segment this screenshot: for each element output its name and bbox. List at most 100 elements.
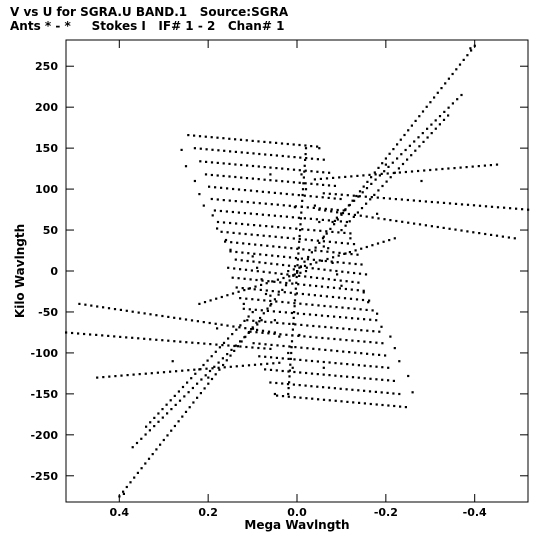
data-point xyxy=(334,362,337,365)
data-point xyxy=(434,119,437,122)
data-point xyxy=(351,388,354,391)
data-point xyxy=(293,358,296,361)
data-point xyxy=(252,152,255,155)
data-point xyxy=(356,253,359,256)
data-point xyxy=(378,353,381,356)
data-point xyxy=(185,341,188,344)
y-tick-label: -50 xyxy=(38,306,58,319)
data-point xyxy=(297,283,300,286)
data-point xyxy=(234,344,237,347)
data-point xyxy=(216,136,219,139)
data-point xyxy=(293,299,297,302)
data-point xyxy=(122,492,125,495)
y-tick-label: -150 xyxy=(30,388,58,401)
data-point xyxy=(354,351,357,354)
data-point xyxy=(181,369,184,372)
data-point xyxy=(360,329,363,332)
data-point xyxy=(343,252,346,255)
data-point xyxy=(204,374,207,377)
data-point xyxy=(251,326,254,329)
data-point xyxy=(238,326,241,329)
data-point xyxy=(229,221,232,225)
data-point xyxy=(293,273,296,276)
data-point xyxy=(273,392,276,396)
data-point xyxy=(376,196,379,199)
data-point xyxy=(277,226,280,229)
data-point xyxy=(138,373,141,376)
data-point xyxy=(466,54,469,57)
data-point xyxy=(269,381,272,384)
data-point xyxy=(222,162,225,165)
data-point xyxy=(347,271,350,274)
data-point xyxy=(460,229,463,232)
data-point xyxy=(143,312,146,315)
data-point xyxy=(389,335,392,338)
data-point xyxy=(227,266,230,269)
data-point xyxy=(202,204,205,207)
data-point xyxy=(221,357,224,360)
data-point xyxy=(361,191,364,194)
data-point xyxy=(308,313,312,316)
data-point xyxy=(294,205,297,208)
data-point xyxy=(226,231,229,234)
data-point xyxy=(270,356,273,359)
data-point xyxy=(266,244,269,247)
data-point xyxy=(376,312,379,315)
data-point xyxy=(322,192,325,195)
data-point xyxy=(197,342,200,345)
data-point xyxy=(363,364,366,367)
data-point xyxy=(125,309,128,312)
data-point xyxy=(327,278,330,281)
data-point xyxy=(344,224,347,227)
data-point xyxy=(144,462,147,465)
data-point xyxy=(349,237,352,240)
data-point xyxy=(335,306,338,309)
data-point xyxy=(294,293,297,296)
data-point xyxy=(242,302,245,305)
data-point xyxy=(317,304,320,307)
data-point xyxy=(351,376,355,379)
data-point xyxy=(316,373,319,376)
data-point xyxy=(258,202,261,205)
data-point xyxy=(276,203,279,206)
data-point xyxy=(211,214,214,217)
data-point xyxy=(394,198,397,201)
data-point xyxy=(305,371,308,375)
data-point xyxy=(283,255,286,258)
data-point xyxy=(282,204,285,207)
data-point xyxy=(113,308,117,311)
data-point xyxy=(381,378,384,381)
data-point xyxy=(202,321,205,324)
data-point xyxy=(382,197,385,200)
data-point xyxy=(326,250,329,253)
data-point xyxy=(227,337,230,340)
data-point xyxy=(324,209,327,212)
data-point xyxy=(149,338,152,341)
data-point xyxy=(246,259,249,263)
data-point xyxy=(503,206,506,209)
data-point xyxy=(258,261,261,264)
data-point xyxy=(241,222,244,226)
data-point xyxy=(65,331,68,334)
data-point xyxy=(274,272,277,275)
data-point xyxy=(284,311,287,314)
data-point xyxy=(131,446,134,449)
data-point xyxy=(261,190,264,193)
data-point xyxy=(260,319,263,322)
data-point xyxy=(281,382,284,385)
x-tick-label: 0.2 xyxy=(198,506,218,519)
data-point xyxy=(314,313,318,317)
data-point xyxy=(322,245,325,248)
data-point xyxy=(375,319,378,322)
data-point xyxy=(287,270,290,273)
data-point xyxy=(156,371,159,374)
data-point xyxy=(286,236,289,239)
data-point xyxy=(351,280,354,283)
data-point xyxy=(289,363,292,366)
data-point xyxy=(224,238,228,242)
data-point xyxy=(286,142,289,146)
data-point xyxy=(316,183,319,186)
data-point xyxy=(191,386,194,390)
data-point xyxy=(375,341,378,344)
data-point xyxy=(222,363,225,367)
